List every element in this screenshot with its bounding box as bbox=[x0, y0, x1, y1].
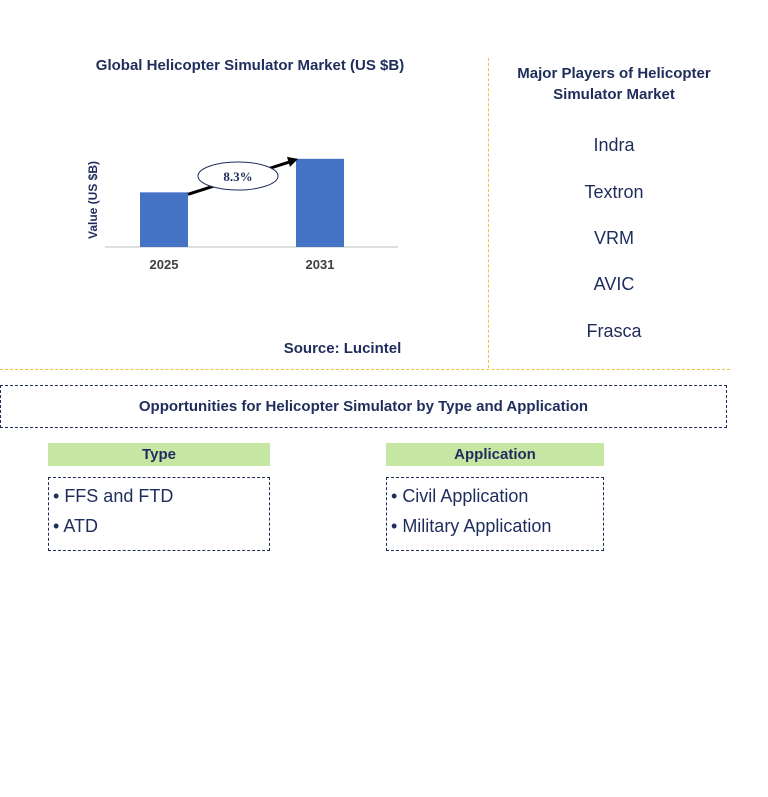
segment-heading-application: Application bbox=[386, 443, 604, 466]
segment-item: • ATD bbox=[53, 516, 98, 536]
horizontal-divider bbox=[0, 369, 730, 370]
segment-item: • FFS and FTD bbox=[53, 486, 174, 506]
x-tick-label: 2031 bbox=[306, 257, 335, 272]
bar-2031 bbox=[296, 158, 344, 247]
player-item: Textron bbox=[584, 182, 644, 202]
segment-list-application: • Civil Application • Military Applicati… bbox=[386, 477, 604, 551]
x-tick-label: 2025 bbox=[150, 257, 179, 272]
segment-list-type: • FFS and FTD • ATD bbox=[48, 477, 270, 551]
bar-chart: Value (US $B) 2025 2031 8.3% bbox=[86, 156, 398, 272]
source-note: Source: Lucintel bbox=[283, 340, 402, 357]
player-item: Indra bbox=[593, 135, 635, 155]
player-item: VRM bbox=[594, 228, 634, 248]
bar-2025 bbox=[140, 192, 188, 247]
players-title: Major Players of Helicopter Simulator Ma… bbox=[517, 65, 711, 103]
y-axis-label: Value (US $B) bbox=[86, 161, 100, 239]
player-item: AVIC bbox=[593, 274, 635, 294]
segment-heading-type: Type bbox=[48, 443, 270, 466]
vertical-divider bbox=[488, 58, 489, 368]
opportunities-title: Opportunities for Helicopter Simulator b… bbox=[0, 385, 727, 428]
segment-item: • Civil Application bbox=[391, 486, 529, 506]
chart-title: Global Helicopter Simulator Market (US $… bbox=[95, 57, 405, 74]
cagr-bubble bbox=[197, 161, 279, 191]
cagr-label: 8.3% bbox=[223, 169, 252, 184]
player-item: Frasca bbox=[586, 321, 642, 341]
segment-item: • Military Application bbox=[391, 516, 552, 536]
cagr-arrow-head bbox=[287, 156, 298, 167]
